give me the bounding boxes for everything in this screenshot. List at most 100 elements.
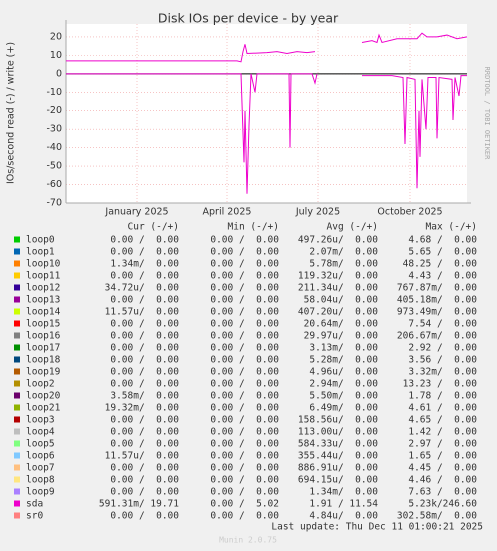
legend-swatch [14, 248, 20, 255]
stat-value: 0.00 / 0.00 [210, 487, 279, 498]
stat-value: 0.00 / 0.00 [210, 391, 279, 402]
legend-name: loop10 [26, 259, 61, 270]
stat-value: 0.00 / 0.00 [110, 439, 179, 450]
legend-swatch [14, 464, 20, 471]
stat-value: 113.00u/ 0.00 [298, 427, 378, 438]
stat-value: 1.91 / 11.54 [309, 499, 378, 510]
legend-swatch [14, 380, 20, 387]
column-header: Max (-/+) [426, 222, 477, 233]
stat-value: 2.97 / 0.00 [408, 439, 477, 450]
stat-value: 0.00 / 0.00 [110, 271, 179, 282]
stat-value: 7.63 / 0.00 [408, 487, 477, 498]
series-line [66, 73, 318, 194]
stat-value: 4.96u/ 0.00 [309, 367, 378, 378]
stat-value: 407.20u/ 0.00 [298, 307, 378, 318]
legend-swatch [14, 356, 20, 363]
column-header: Min (-/+) [228, 222, 279, 233]
legend-name: loop18 [26, 355, 61, 366]
x-tick-label: January 2025 [104, 207, 168, 218]
stat-value: 0.00 / 0.00 [210, 379, 279, 390]
y-tick-label: -70 [46, 198, 62, 209]
legend-swatch [14, 320, 20, 327]
stat-value: 4.68 / 0.00 [408, 235, 477, 246]
last-update: Last update: Thu Dec 11 01:00:21 2025 [271, 522, 483, 533]
stat-value: 405.18m/ 0.00 [397, 295, 477, 306]
legend-swatch [14, 428, 20, 435]
stat-value: 19.32m/ 0.00 [105, 403, 180, 414]
stat-value: 0.00 / 0.00 [110, 367, 179, 378]
stat-value: 3.58m/ 0.00 [110, 391, 179, 402]
stat-value: 0.00 / 0.00 [210, 331, 279, 342]
stat-value: 11.57u/ 0.00 [105, 307, 180, 318]
stat-value: 4.43 / 0.00 [408, 271, 477, 282]
legend-name: loop9 [26, 487, 55, 498]
legend-name: sda [26, 499, 43, 510]
stat-value: 2.07m/ 0.00 [309, 247, 378, 258]
stat-value: 13.23 / 0.00 [403, 379, 478, 390]
stat-value: 0.00 / 0.00 [210, 235, 279, 246]
stat-value: 497.26u/ 0.00 [298, 235, 378, 246]
stat-value: 591.31m/ 19.71 [99, 499, 179, 510]
stat-value: 0.00 / 0.00 [210, 367, 279, 378]
stat-value: 1.42 / 0.00 [408, 427, 477, 438]
legend-swatch [14, 296, 20, 303]
column-header: Avg (-/+) [327, 222, 378, 233]
stat-value: 0.00 / 0.00 [110, 331, 179, 342]
y-tick-label: -60 [46, 179, 62, 190]
x-tick-label: October 2025 [377, 207, 442, 218]
legend-swatch [14, 404, 20, 411]
stat-value: 0.00 / 0.00 [210, 511, 279, 522]
legend-swatch [14, 500, 20, 507]
stat-value: 0.00 / 0.00 [210, 427, 279, 438]
side-label: RRDTOOL / TOBI OETIKER [483, 67, 491, 161]
stat-value: 5.78m/ 0.00 [309, 259, 378, 270]
legend-swatch [14, 344, 20, 351]
legend-swatch [14, 488, 20, 495]
stat-value: 5.28m/ 0.00 [309, 355, 378, 366]
y-tick-label: 20 [50, 31, 62, 42]
legend-name: loop1 [26, 247, 55, 258]
stat-value: 158.56u/ 0.00 [298, 415, 378, 426]
stat-value: 0.00 / 0.00 [210, 283, 279, 294]
stat-value: 0.00 / 0.00 [110, 415, 179, 426]
stat-value: 0.00 / 0.00 [210, 295, 279, 306]
stat-value: 0.00 / 0.00 [210, 475, 279, 486]
legend-name: loop8 [26, 475, 55, 486]
legend-swatch [14, 260, 20, 267]
stat-value: 4.65 / 0.00 [408, 415, 477, 426]
series-line [362, 75, 467, 189]
stat-value: 0.00 / 0.00 [210, 247, 279, 258]
stat-value: 1.65 / 0.00 [408, 451, 477, 462]
stat-value: 3.32m/ 0.00 [408, 367, 477, 378]
stat-value: 5.50m/ 0.00 [309, 391, 378, 402]
footer: Munin 2.0.75 [219, 536, 277, 545]
legend-name: loop4 [26, 427, 55, 438]
legend-swatch [14, 272, 20, 279]
legend-swatch [14, 284, 20, 291]
stat-value: 886.91u/ 0.00 [298, 463, 378, 474]
stat-value: 0.00 / 0.00 [210, 319, 279, 330]
stat-value: 355.44u/ 0.00 [298, 451, 378, 462]
y-axis-label: IOs/second read (-) / write (+) [6, 42, 17, 184]
stat-value: 0.00 / 5.02 [210, 499, 279, 510]
legend-swatch [14, 476, 20, 483]
stat-value: 0.00 / 0.00 [210, 403, 279, 414]
legend-name: loop6 [26, 451, 55, 462]
stat-value: 58.04u/ 0.00 [304, 295, 379, 306]
stat-value: 3.13m/ 0.00 [309, 343, 378, 354]
column-header: Cur (-/+) [128, 222, 179, 233]
legend-name: loop19 [26, 367, 61, 378]
x-tick-label: April 2025 [203, 207, 252, 218]
legend-name: loop12 [26, 283, 60, 294]
stat-value: 767.87m/ 0.00 [397, 283, 477, 294]
stat-value: 0.00 / 0.00 [210, 259, 279, 270]
series-line [361, 32, 468, 44]
y-tick-label: -20 [46, 105, 62, 116]
stat-value: 0.00 / 0.00 [210, 271, 279, 282]
legend-name: loop0 [26, 235, 55, 246]
stat-value: 0.00 / 0.00 [110, 355, 179, 366]
stat-value: 211.34u/ 0.00 [298, 283, 378, 294]
y-tick-label: -10 [46, 87, 62, 98]
stat-value: 4.84u/ 0.00 [309, 511, 378, 522]
